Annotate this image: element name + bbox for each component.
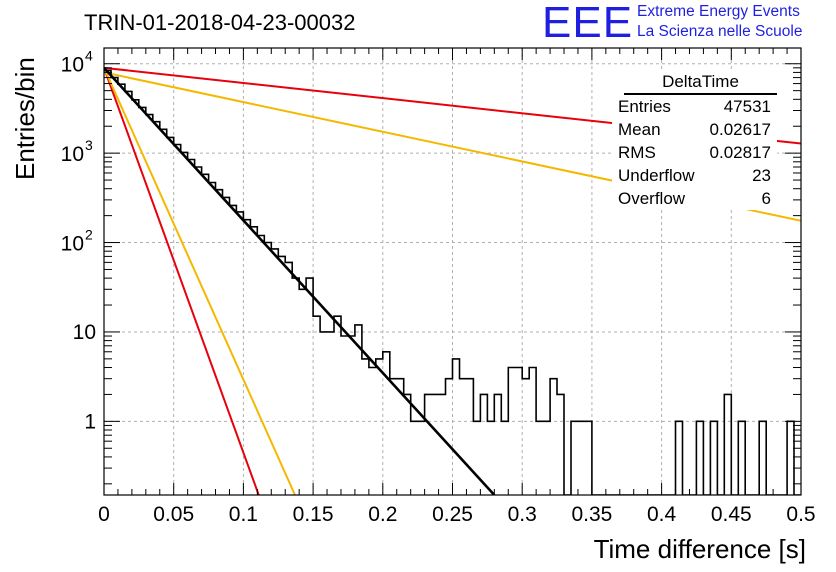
stats-label: Mean bbox=[618, 120, 661, 139]
x-tick-label: 0 bbox=[98, 503, 110, 526]
eee-logo: EEE bbox=[542, 0, 634, 47]
eee-logo-text: Extreme Energy Events La Scienza nelle S… bbox=[637, 2, 802, 42]
x-tick-label: 0.25 bbox=[432, 503, 473, 526]
stats-value: 47531 bbox=[723, 97, 771, 116]
x-tick-label: 0.05 bbox=[153, 503, 194, 526]
x-axis-label: Time difference [s] bbox=[593, 534, 806, 564]
stats-label: Overflow bbox=[618, 189, 686, 208]
stats-label: Underflow bbox=[618, 166, 695, 185]
stats-row-entries: Entries 47531 bbox=[612, 95, 777, 118]
x-tick-label: 0.45 bbox=[711, 503, 752, 526]
stats-value: 0.02617 bbox=[709, 120, 771, 139]
stats-box: DeltaTime Entries 47531 Mean 0.02617 RMS… bbox=[612, 70, 777, 210]
histogram-deltatime bbox=[104, 69, 801, 495]
y-tick-label-exponent: 4 bbox=[85, 48, 93, 64]
stats-row-rms: RMS 0.02817 bbox=[612, 141, 777, 164]
stats-row-underflow: Underflow 23 bbox=[612, 164, 777, 187]
x-tick-label: 0.2 bbox=[368, 503, 397, 526]
stats-value: 0.02817 bbox=[709, 143, 771, 162]
y-tick-label: 10 bbox=[73, 321, 96, 344]
y-tick-label-exponent: 2 bbox=[85, 227, 93, 243]
logo-line-2: La Scienza nelle Scuole bbox=[637, 23, 803, 40]
stats-box-title: DeltaTime bbox=[624, 70, 777, 95]
y-axis-label: Entries/bin bbox=[10, 57, 40, 180]
y-tick-label: 10 bbox=[61, 233, 84, 256]
logo-line-1: Extreme Energy Events bbox=[637, 3, 800, 20]
y-tick-label: 10 bbox=[61, 54, 84, 77]
y-tick-label: 10 bbox=[61, 143, 84, 166]
y-tick-label-exponent: 3 bbox=[85, 137, 93, 153]
stats-label: Entries bbox=[618, 97, 671, 116]
x-tick-label: 0.3 bbox=[508, 503, 537, 526]
y-tick-label: 1 bbox=[84, 410, 96, 433]
x-tick-label: 0.4 bbox=[647, 503, 677, 526]
stats-value: 6 bbox=[761, 189, 771, 208]
x-tick-label: 0.1 bbox=[229, 503, 258, 526]
curve-red-steep bbox=[104, 67, 260, 495]
x-tick-label: 0.35 bbox=[571, 503, 612, 526]
stats-value: 23 bbox=[752, 166, 771, 185]
x-tick-label: 0.15 bbox=[293, 503, 334, 526]
stats-row-mean: Mean 0.02617 bbox=[612, 118, 777, 141]
x-tick-label: 0.5 bbox=[786, 503, 815, 526]
chart-title: TRIN-01-2018-04-23-00032 bbox=[84, 10, 356, 35]
stats-label: RMS bbox=[618, 143, 656, 162]
stats-row-overflow: Overflow 6 bbox=[612, 187, 777, 210]
curve-yellow-steep bbox=[104, 67, 296, 495]
curve-fit bbox=[104, 66, 496, 495]
